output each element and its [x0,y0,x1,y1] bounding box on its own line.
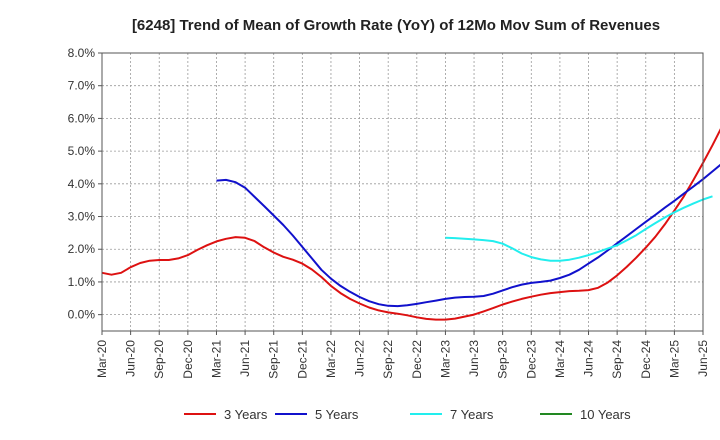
x-tick-label: Dec-24 [639,340,653,379]
y-axis-ticks: 0.0% 1.0% 2.0% 3.0% 4.0% 5.0% 6.0% 7.0% 8.0% [68,46,102,322]
series-line-5-years [216,163,720,308]
y-tick-label: 5.0% [68,144,96,158]
x-tick-label: Mar-25 [667,340,681,378]
x-tick-label: Jun-21 [238,340,252,377]
x-tick-label: Jun-22 [353,340,367,377]
x-tick-label: Jun-25 [696,340,710,377]
x-tick-label: Sep-23 [496,340,510,379]
x-tick-label: Sep-21 [267,340,281,379]
x-tick-label: Mar-20 [95,340,109,378]
y-tick-label: 0.0% [68,308,96,322]
legend-label: 3 Years [224,407,268,422]
x-tick-label: Dec-23 [524,340,538,379]
y-tick-label: 3.0% [68,210,96,224]
x-tick-label: Jun-24 [582,340,596,377]
legend-label: 5 Years [315,407,359,422]
series-line-7-years [445,195,713,262]
y-tick-label: 7.0% [68,79,96,93]
x-tick-label: Dec-22 [410,340,424,379]
x-tick-label: Mar-24 [553,340,567,378]
legend: 3 Years 5 Years 7 Years 10 Years [184,407,631,422]
legend-label: 10 Years [580,407,631,422]
y-tick-label: 1.0% [68,275,96,289]
x-tick-label: Jun-20 [124,340,138,377]
x-tick-label: Sep-24 [610,340,624,379]
grid-lines [101,52,704,331]
x-tick-label: Mar-21 [209,340,223,378]
legend-label: 7 Years [450,407,494,422]
y-tick-label: 4.0% [68,177,96,191]
x-tick-label: Mar-23 [438,340,452,378]
series-lines [101,128,720,321]
x-tick-label: Sep-22 [381,340,395,379]
series-line-3-years [101,128,720,321]
y-tick-label: 2.0% [68,242,96,256]
x-axis-ticks: Mar-20 Jun-20 Sep-20 Dec-20 Mar-21 Jun-21 Sep-… [95,331,710,379]
y-tick-label: 8.0% [68,46,96,60]
x-tick-label: Mar-22 [324,340,338,378]
x-tick-label: Dec-20 [181,340,195,379]
chart-title: [6248] Trend of Mean of Growth Rate (YoY… [132,17,660,34]
x-tick-label: Dec-21 [295,340,309,379]
plot-frame [101,52,704,332]
x-tick-label: Jun-23 [467,340,481,377]
x-tick-label: Sep-20 [152,340,166,379]
y-tick-label: 6.0% [68,111,96,125]
